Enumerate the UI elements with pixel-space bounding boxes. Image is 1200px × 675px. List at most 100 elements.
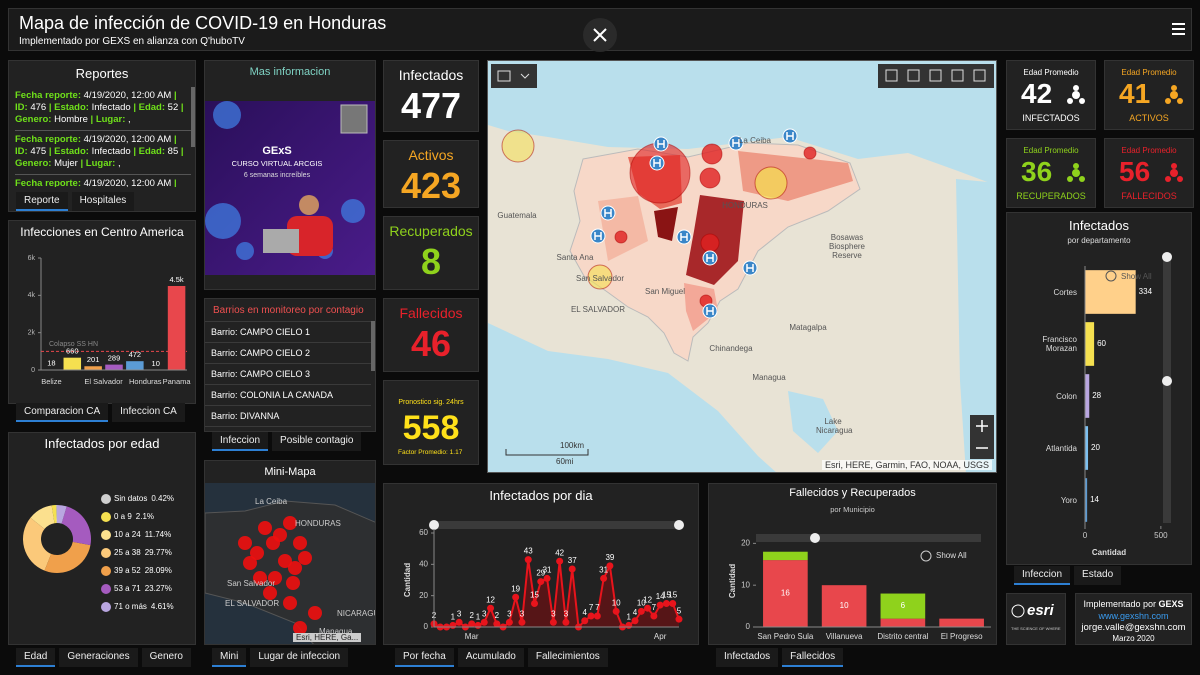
tab[interactable]: Posible contagio <box>272 432 362 451</box>
legend-swatch <box>101 494 111 504</box>
tab[interactable]: Lugar de infeccion <box>250 648 349 667</box>
tool-button[interactable] <box>885 69 898 82</box>
tab[interactable]: Fallecidos <box>782 648 844 667</box>
data-label: 12 <box>486 595 495 604</box>
map-attribution: Esri, HERE, Garmin, FAO, NOAA, USGS <box>821 460 992 470</box>
data-label: 19 <box>511 584 520 593</box>
tab[interactable]: Hospitales <box>71 192 135 211</box>
tab[interactable]: Fallecimientos <box>527 648 608 667</box>
case-dot <box>293 621 307 635</box>
y-tick-label: Atlantida <box>1045 443 1077 453</box>
point <box>518 618 526 626</box>
data-label: 2 <box>495 611 500 620</box>
show-all-button[interactable]: Show All <box>1121 272 1152 281</box>
field-label: Fecha reporte: <box>15 178 81 187</box>
slider-handle[interactable] <box>429 520 439 530</box>
bar <box>84 366 102 370</box>
icon-part <box>1072 91 1080 99</box>
menu-icon[interactable] <box>1171 21 1187 37</box>
tab[interactable]: Reporte <box>16 192 68 211</box>
tab[interactable]: Estado <box>1074 566 1122 585</box>
scale-bar <box>505 449 589 456</box>
close-button[interactable] <box>582 17 618 53</box>
panel-title: Barrios en monitoreo por contagio <box>213 305 364 316</box>
case-dot <box>286 576 300 590</box>
tool-button[interactable] <box>929 69 942 82</box>
legend-label: 71 o más <box>114 602 147 611</box>
department <box>654 207 678 241</box>
card-icon <box>1165 163 1183 182</box>
icon-part <box>1079 98 1085 104</box>
data-label: 14 <box>1090 495 1099 504</box>
bar <box>63 357 82 370</box>
slider-handle[interactable] <box>674 520 684 530</box>
legend-label: 53 a 71 <box>114 584 141 593</box>
tab[interactable]: Edad <box>16 648 56 667</box>
field-label: | Lugar: <box>90 114 126 125</box>
map-attribution: Esri, HERE, Ga... <box>293 633 362 642</box>
case-circle <box>699 167 721 189</box>
field-value: 4/19/2020, 12:00 AM <box>83 178 172 187</box>
x-tick-label: Honduras <box>129 377 162 386</box>
tab[interactable]: Infeccion CA <box>112 403 185 422</box>
slider-handle[interactable] <box>1162 252 1172 262</box>
data-label: 15 <box>530 591 539 600</box>
scale-label: 100km <box>560 441 585 450</box>
point <box>480 618 488 626</box>
tool-button[interactable] <box>907 69 920 82</box>
data-label: 289 <box>108 354 121 363</box>
x-tick-label: Belize <box>41 377 61 386</box>
report-item: Fecha reporte: 4/19/2020, 12:00 AM | ID:… <box>15 175 191 187</box>
field-value: 4/19/2020, 12:00 AM <box>83 90 172 101</box>
tab-bar: Comparacion CA Infeccion CA <box>16 403 185 422</box>
tab[interactable]: Por fecha <box>395 648 454 667</box>
tab[interactable]: Mini <box>212 648 247 667</box>
kpi-label: Fallecidos <box>399 305 463 321</box>
map-toolbar <box>878 64 994 88</box>
point <box>650 612 658 620</box>
legend-swatch <box>101 566 111 576</box>
tab[interactable]: Comparacion CA <box>16 403 109 422</box>
point <box>593 612 601 620</box>
minimap-panel: Mini-Mapa La Ceiba HONDURAS San Salvador EL … <box>204 460 376 645</box>
panel-title: Mas informacion <box>249 66 331 78</box>
kpi-card: Infectados 477 <box>383 60 479 132</box>
legend-value: 2.1% <box>136 512 154 521</box>
field-value: , <box>117 158 121 169</box>
map-label: San Salvador <box>575 274 625 283</box>
tab[interactable]: Acumulado <box>457 648 524 667</box>
map-label: Chinandega <box>709 344 753 353</box>
tab[interactable]: Generaciones <box>59 648 138 667</box>
legend-swatch <box>101 512 111 522</box>
x-tick-label: Distrito central <box>877 632 928 641</box>
data-label: 15 <box>668 591 677 600</box>
legend-value: 28.09% <box>145 566 172 575</box>
tab[interactable]: Genero <box>141 648 191 667</box>
legend-label: 25 a 38 <box>114 548 141 557</box>
chart-title: Infectados <box>1069 218 1129 233</box>
tab[interactable]: Infectados <box>716 648 779 667</box>
kpi-value: 477 <box>400 85 462 126</box>
case-circle <box>700 233 720 253</box>
map-label: EL SALVADOR <box>225 599 280 608</box>
reports-panel: Reportes Fecha reporte: 4/19/2020, 12:00 … <box>8 60 196 212</box>
point <box>562 618 570 626</box>
x-tick-label: Villanueva <box>826 632 863 641</box>
chart: 0204060Cantidad2132Mar131223193431529313… <box>403 520 684 641</box>
tool-button[interactable] <box>973 69 986 82</box>
point <box>543 574 551 582</box>
slider-handle[interactable] <box>810 533 820 543</box>
data-label: 16 <box>781 589 790 598</box>
tool-button[interactable] <box>951 69 964 82</box>
tab[interactable]: Infeccion <box>212 432 269 451</box>
case-circle <box>701 143 723 165</box>
toolbar-icon <box>497 70 530 82</box>
age-average-card: Edad Promedio 42 INFECTADOS <box>1006 60 1096 130</box>
show-all-button[interactable]: Show All <box>936 551 967 560</box>
point <box>531 600 539 607</box>
map-label: San Salvador <box>227 579 276 588</box>
icon-part <box>1170 91 1178 99</box>
map-label: NICARAGUA <box>337 609 375 618</box>
slider-handle[interactable] <box>1162 376 1172 386</box>
tab[interactable]: Infeccion <box>1014 566 1071 585</box>
